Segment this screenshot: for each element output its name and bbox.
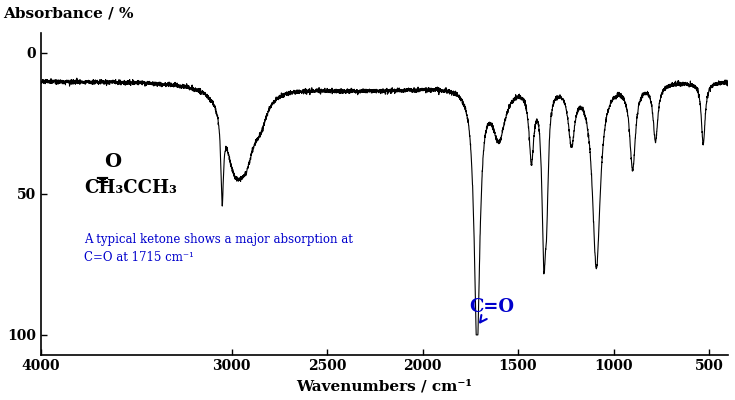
Text: C=O: C=O bbox=[469, 298, 514, 322]
Text: CH₃CCH₃: CH₃CCH₃ bbox=[84, 178, 177, 196]
Text: A typical ketone shows a major absorption at
C=O at 1715 cm⁻¹: A typical ketone shows a major absorptio… bbox=[84, 232, 353, 264]
Text: Absorbance / %: Absorbance / % bbox=[3, 6, 134, 20]
Text: =: = bbox=[95, 172, 110, 190]
Text: O: O bbox=[104, 153, 121, 171]
X-axis label: Wavenumbers / cm⁻¹: Wavenumbers / cm⁻¹ bbox=[296, 379, 473, 393]
